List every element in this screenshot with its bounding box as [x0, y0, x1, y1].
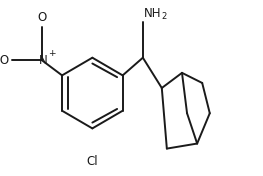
Text: N: N	[39, 54, 48, 67]
Text: +: +	[48, 49, 55, 58]
Text: 2: 2	[161, 12, 166, 21]
Text: O: O	[37, 11, 47, 24]
Text: −O: −O	[0, 54, 10, 67]
Text: NH: NH	[144, 7, 162, 20]
Text: Cl: Cl	[87, 155, 98, 168]
